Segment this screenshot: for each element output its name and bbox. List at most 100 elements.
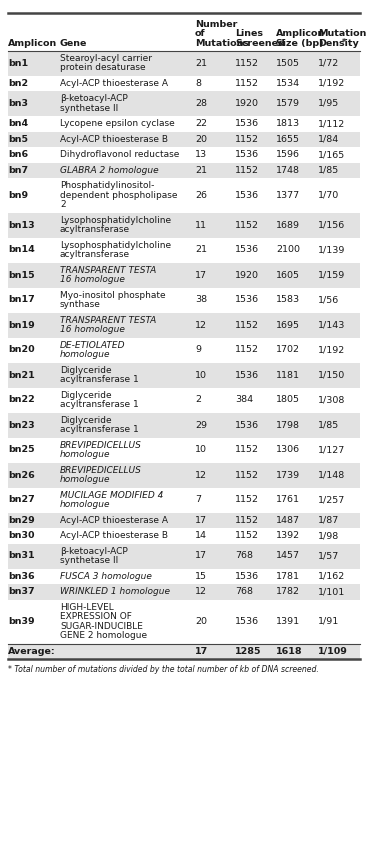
Text: 17: 17 (195, 271, 207, 279)
Text: 1/85: 1/85 (318, 166, 339, 174)
Text: 1805: 1805 (276, 396, 300, 404)
Text: 1152: 1152 (235, 345, 259, 354)
Text: SUGAR-INDUCIBLE: SUGAR-INDUCIBLE (60, 621, 143, 631)
Text: Mutations: Mutations (195, 39, 249, 48)
Text: Acyl-ACP thioesterase B: Acyl-ACP thioesterase B (60, 531, 168, 540)
Text: 1/308: 1/308 (318, 396, 346, 404)
Text: bn31: bn31 (8, 551, 35, 561)
Text: bn39: bn39 (8, 617, 35, 626)
Text: FUSCA 3 homologue: FUSCA 3 homologue (60, 572, 152, 581)
Text: 1/143: 1/143 (318, 320, 346, 330)
Text: synthetase II: synthetase II (60, 104, 118, 113)
Text: bn25: bn25 (8, 445, 35, 455)
Text: Lysophosphatidylcholine: Lysophosphatidylcholine (60, 216, 171, 225)
Text: 28: 28 (195, 99, 207, 108)
Text: 1152: 1152 (235, 496, 259, 504)
Text: 1702: 1702 (276, 345, 300, 354)
Text: Density: Density (318, 39, 359, 48)
Text: Dihydroflavonol reductase: Dihydroflavonol reductase (60, 150, 179, 159)
Text: 1/56: 1/56 (318, 295, 339, 305)
Text: 16 homologue: 16 homologue (60, 275, 125, 284)
Text: Screened: Screened (235, 39, 285, 48)
Text: 1/150: 1/150 (318, 371, 345, 379)
Text: 768: 768 (235, 551, 253, 561)
Bar (8, 131, 360, 147)
Text: 16 homologue: 16 homologue (60, 326, 125, 334)
Text: 1/165: 1/165 (318, 150, 345, 159)
Text: Diglyceride: Diglyceride (60, 391, 112, 400)
Text: homologue: homologue (60, 450, 110, 459)
Text: 1/148: 1/148 (318, 470, 345, 479)
Bar (8, 543, 360, 569)
Text: 1782: 1782 (276, 588, 300, 596)
Text: Size (bp): Size (bp) (276, 39, 323, 48)
Text: 1536: 1536 (235, 371, 259, 379)
Text: 15: 15 (195, 572, 207, 581)
Text: 1605: 1605 (276, 271, 300, 279)
Text: acyltransferase 1: acyltransferase 1 (60, 400, 139, 409)
Text: dependent phospholipase: dependent phospholipase (60, 191, 177, 200)
Text: protein desaturase: protein desaturase (60, 63, 146, 72)
Bar (8, 512, 360, 528)
Text: 10: 10 (195, 371, 207, 379)
Text: 1/101: 1/101 (318, 588, 345, 596)
Text: Acyl-ACP thioesterase A: Acyl-ACP thioesterase A (60, 516, 168, 525)
Text: GENE 2 homologue: GENE 2 homologue (60, 631, 147, 641)
Text: 12: 12 (195, 470, 207, 479)
Text: bn37: bn37 (8, 588, 35, 596)
Text: bn22: bn22 (8, 396, 35, 404)
Text: bn27: bn27 (8, 496, 35, 504)
Text: 768: 768 (235, 588, 253, 596)
Bar (8, 312, 360, 338)
Text: 1536: 1536 (235, 119, 259, 128)
Text: 1/95: 1/95 (318, 99, 339, 108)
Bar (8, 363, 360, 387)
Text: 1285: 1285 (235, 647, 262, 655)
Text: 1695: 1695 (276, 320, 300, 330)
Text: 1739: 1739 (276, 470, 300, 479)
Text: EXPRESSION OF: EXPRESSION OF (60, 612, 132, 621)
Text: homologue: homologue (60, 476, 110, 484)
Text: 1748: 1748 (276, 166, 300, 174)
Text: Acyl-ACP thioesterase A: Acyl-ACP thioesterase A (60, 79, 168, 88)
Text: 20: 20 (195, 135, 207, 144)
Text: 21: 21 (195, 246, 207, 254)
Text: 1/98: 1/98 (318, 531, 339, 540)
Text: Mutation: Mutation (318, 30, 367, 38)
Bar (8, 584, 360, 600)
Text: 1/156: 1/156 (318, 220, 345, 229)
Text: 1/87: 1/87 (318, 516, 339, 525)
Text: 1583: 1583 (276, 295, 300, 305)
Text: bn1: bn1 (8, 58, 28, 68)
Text: 1761: 1761 (276, 496, 300, 504)
Text: 1152: 1152 (235, 166, 259, 174)
Text: 1536: 1536 (235, 246, 259, 254)
Text: 1536: 1536 (235, 420, 259, 430)
Bar (8, 463, 360, 488)
Text: 1/192: 1/192 (318, 345, 345, 354)
Text: 2100: 2100 (276, 246, 300, 254)
Text: 1/91: 1/91 (318, 617, 339, 626)
Text: bn23: bn23 (8, 420, 35, 430)
Text: 14: 14 (195, 531, 207, 540)
Text: 1536: 1536 (235, 617, 259, 626)
Text: 1306: 1306 (276, 445, 300, 455)
Bar (8, 91, 360, 116)
Text: * Total number of mutations divided by the total number of kb of DNA screened.: * Total number of mutations divided by t… (8, 665, 319, 674)
Text: TRANSPARENT TESTA: TRANSPARENT TESTA (60, 316, 156, 325)
Text: bn5: bn5 (8, 135, 28, 144)
Text: 1152: 1152 (235, 320, 259, 330)
Text: synthase: synthase (60, 300, 101, 309)
Text: 1596: 1596 (276, 150, 300, 159)
Text: bn9: bn9 (8, 191, 28, 200)
Text: acyltransferase: acyltransferase (60, 226, 130, 234)
Text: 1920: 1920 (235, 99, 259, 108)
Text: 1813: 1813 (276, 119, 300, 128)
Text: bn6: bn6 (8, 150, 28, 159)
Text: Lysophosphatidylcholine: Lysophosphatidylcholine (60, 240, 171, 250)
Text: 1/84: 1/84 (318, 135, 339, 144)
Text: 1152: 1152 (235, 220, 259, 229)
Text: 1/162: 1/162 (318, 572, 345, 581)
Text: 1152: 1152 (235, 135, 259, 144)
Text: Amplicon: Amplicon (276, 30, 325, 38)
